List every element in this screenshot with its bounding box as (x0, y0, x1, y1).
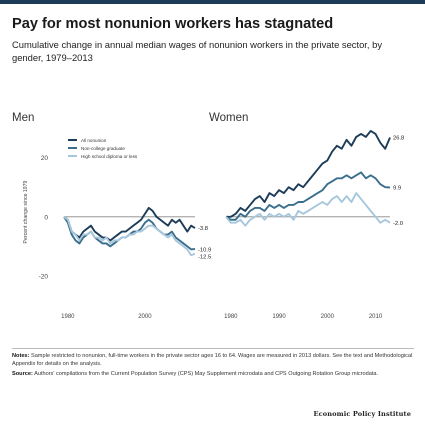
y-tick-label: 0 (44, 214, 48, 221)
y-tick-label: 20 (41, 155, 49, 162)
x-tick-label: 2000 (138, 314, 152, 320)
notes-divider (12, 348, 414, 349)
x-tick-label: 1980 (61, 314, 75, 320)
legend-label: Non-college graduate (81, 146, 125, 151)
top-accent-bar (0, 0, 425, 4)
panel-title-men: Men (12, 112, 35, 124)
end-value-label: -2.0 (393, 221, 403, 227)
series-line-women-1 (226, 130, 391, 218)
x-tick-label: 2010 (369, 314, 383, 320)
series-line-men-1 (63, 206, 196, 242)
end-value-label: -10.9 (198, 247, 211, 253)
x-tick-label: 2000 (321, 314, 335, 320)
series-line-men-3 (63, 216, 196, 257)
end-value-label: 9.9 (393, 186, 401, 192)
panel-title-women: Women (209, 112, 249, 124)
y-axis-label: Percent change since 1979 (23, 180, 29, 243)
chart-subtitle: Cumulative change in annual median wages… (12, 39, 383, 63)
legend-label: High school diploma or less (81, 154, 138, 159)
notes-paragraph: Notes: Sample restricted to nonunion, fu… (12, 353, 414, 368)
source-text: Authors' compilations from the Current P… (34, 371, 379, 378)
notes-label: Notes: (12, 353, 30, 359)
end-value-label: 26.8 (393, 136, 404, 142)
source-paragraph: Source: Authors' compilations from the C… (12, 371, 414, 379)
legend-label: All nonunion (81, 138, 107, 143)
x-tick-label: 1990 (272, 314, 286, 320)
notes-block: Notes: Sample restricted to nonunion, fu… (12, 353, 414, 382)
end-value-label: -12.5 (198, 254, 211, 260)
series-line-women-2 (225, 171, 391, 221)
charts-canvas: -20 0 20 Percent change since 1979 1980 2000 -… (23, 130, 404, 320)
brand-footer: Economic Policy Institute (313, 410, 411, 418)
notes-text: Sample restricted to nonunion, full-time… (12, 353, 413, 367)
chart-title: Pay for most nonunion workers has stagna… (12, 16, 334, 32)
source-label: Source: (12, 371, 33, 378)
end-value-label: -3.8 (198, 226, 208, 232)
y-tick-label: -20 (39, 274, 49, 281)
x-tick-label: 1980 (224, 314, 238, 320)
series-line-women-3 (225, 192, 391, 227)
